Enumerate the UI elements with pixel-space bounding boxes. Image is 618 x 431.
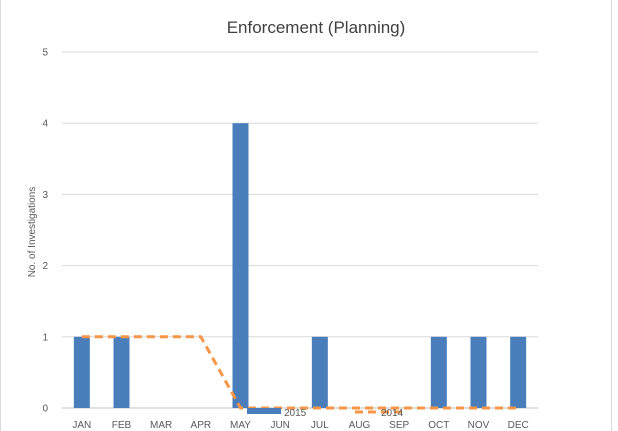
y-tick-label: 0 <box>42 404 48 415</box>
y-tick-label: 5 <box>42 48 48 59</box>
y-tick-label: 1 <box>42 332 48 343</box>
y-tick-label: 3 <box>42 190 48 201</box>
x-tick-label: SEP <box>389 420 409 431</box>
legend: 2015 2014 <box>247 408 404 419</box>
gridlines <box>62 51 538 409</box>
bar-feb <box>113 336 130 408</box>
x-tick-label: DEC <box>508 420 529 431</box>
x-tick-label: JUN <box>270 420 289 431</box>
y-tick-label: 4 <box>42 119 48 130</box>
x-tick-label: FEB <box>112 420 132 431</box>
bar-nov <box>470 336 487 408</box>
line-series <box>81 335 519 410</box>
x-tick-label: JAN <box>72 420 91 431</box>
x-tick-labels: JAN FEB MAR APR MAY JUN JUL AUG SEP OCT NOV DEC <box>72 420 528 431</box>
legend-swatch-2015 <box>247 408 281 414</box>
x-tick-label: AUG <box>349 420 371 431</box>
x-tick-label: MAR <box>150 420 172 431</box>
x-tick-label: OCT <box>428 420 449 431</box>
x-tick-label: MAY <box>230 420 251 431</box>
bar-dec <box>510 336 527 408</box>
bar-oct <box>430 336 447 408</box>
bar-series <box>73 123 527 408</box>
legend-label-2015: 2015 <box>284 408 307 419</box>
bar-jul <box>311 336 328 408</box>
bar-may <box>232 123 249 408</box>
x-tick-label: NOV <box>468 420 490 431</box>
y-axis-label: No. of Investigations <box>27 187 38 278</box>
y-tick-label: 2 <box>42 261 48 272</box>
bar-jan <box>73 336 90 408</box>
x-tick-label: APR <box>191 420 212 431</box>
y-tick-labels: 0 1 2 3 4 5 <box>42 48 48 415</box>
x-tick-label: JUL <box>311 420 329 431</box>
legend-label-2014: 2014 <box>381 408 404 419</box>
line-2014 <box>81 335 519 410</box>
chart-title: Enforcement (Planning) <box>227 18 406 37</box>
